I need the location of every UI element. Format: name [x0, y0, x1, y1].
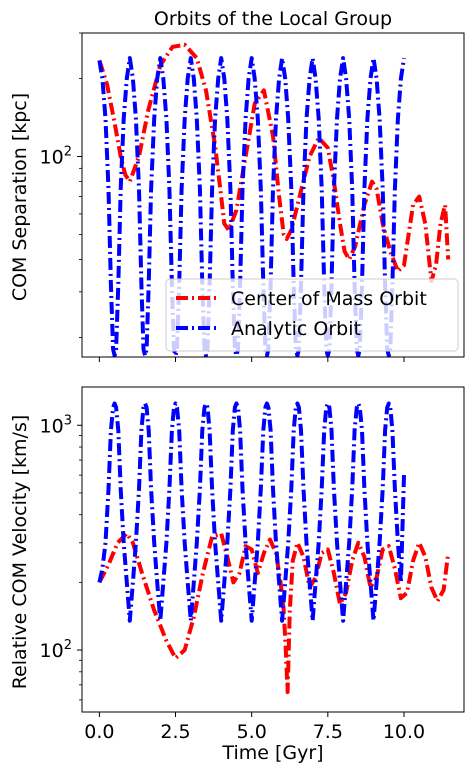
- legend-label-analytic: Analytic Orbit: [231, 318, 361, 340]
- x-tick-label: 2.5: [160, 721, 190, 743]
- bottom-plot-lines: [97, 401, 451, 695]
- top-y-tick-label: 102: [40, 144, 72, 168]
- x-tick-label: 7.5: [313, 721, 343, 743]
- legend-box: [165, 278, 459, 352]
- bottom-series-center-of-mass-orbit: [97, 531, 451, 695]
- x-tick-label: 0.0: [84, 721, 114, 743]
- top-y-axis-label: COM Separation [kpc]: [9, 93, 31, 301]
- bottom-series-analytic-orbit: [97, 401, 406, 623]
- x-tick-label: 5.0: [237, 721, 267, 743]
- bottom-y-tick-label: 102: [40, 638, 72, 662]
- top-plot-frame: [81, 32, 465, 358]
- bottom-y-axis-label: Relative COM Velocity [km/s]: [9, 415, 31, 690]
- legend: Center of Mass Orbit Analytic Orbit: [165, 278, 459, 352]
- legend-label-com: Center of Mass Orbit: [231, 288, 427, 310]
- bottom-axis-ticks: 0.0 2.5 5.0 7.5 10.0 102 103: [40, 413, 426, 743]
- bottom-y-tick-label: 103: [40, 413, 72, 437]
- bottom-panel: Relative COM Velocity [km/s] Time [Gyr] …: [9, 386, 465, 764]
- bottom-plot-frame: [81, 386, 465, 713]
- x-tick-label: 10.0: [383, 721, 425, 743]
- top-panel: Orbits of the Local Group COM Separation…: [9, 8, 465, 362]
- top-chart-title: Orbits of the Local Group: [154, 8, 392, 30]
- x-axis-label: Time [Gyr]: [221, 742, 323, 764]
